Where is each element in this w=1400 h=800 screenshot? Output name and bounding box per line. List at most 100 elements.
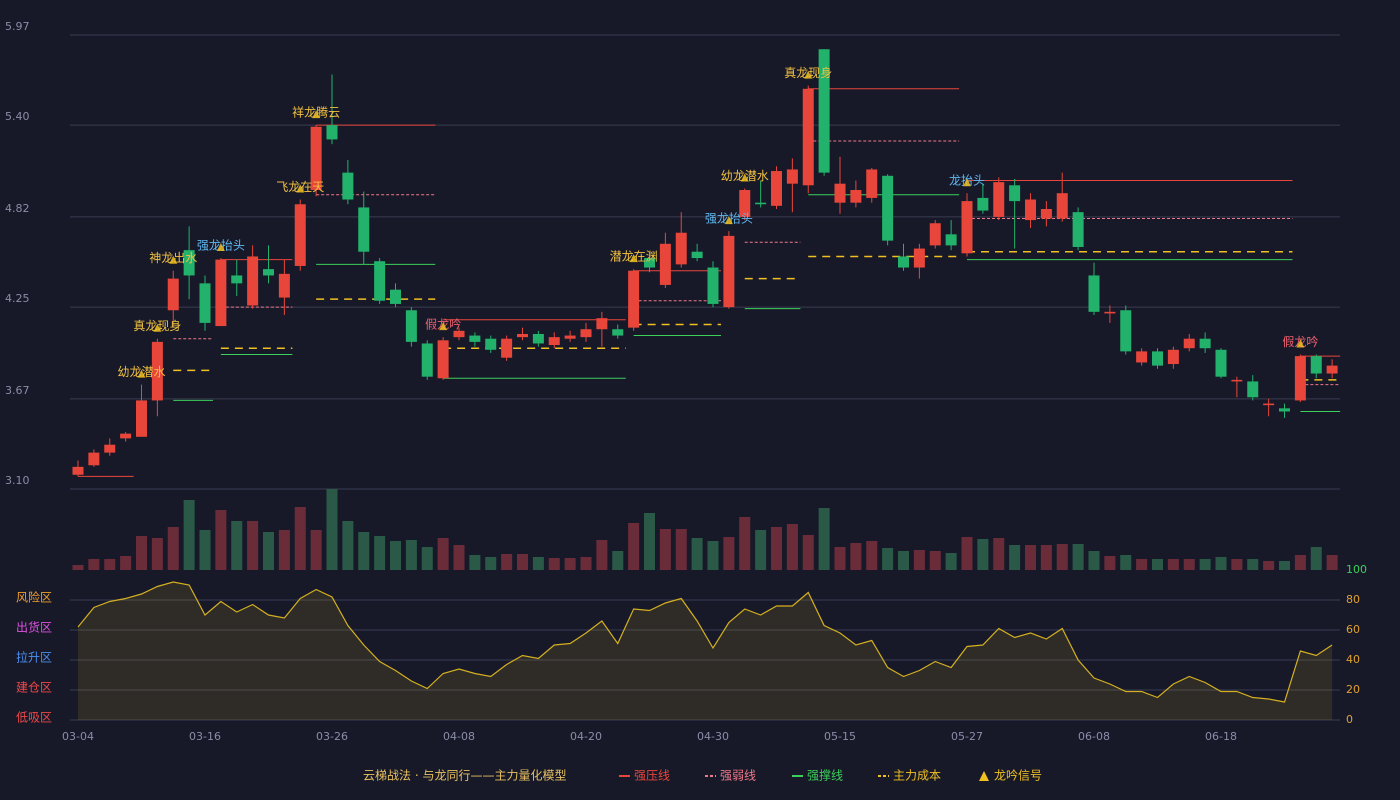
y-tick-label: 4.25: [5, 292, 30, 305]
legend-label: 主力成本: [893, 769, 941, 783]
volume-bar: [88, 559, 100, 570]
x-tick-label: 06-18: [1205, 730, 1237, 743]
volume-bar: [437, 538, 449, 570]
signal-marker: [804, 70, 813, 79]
candle-body: [771, 171, 782, 206]
zone-label: 低吸区: [16, 711, 52, 725]
y2-tick-label: 40: [1346, 653, 1360, 666]
candle-body: [1072, 212, 1084, 247]
candle-body: [977, 197, 989, 211]
x-tick-label: 05-15: [824, 730, 856, 743]
volume-bar: [1040, 545, 1052, 570]
candle-body: [929, 223, 941, 246]
y-tick-label: 4.82: [5, 202, 30, 215]
volume-bar: [850, 543, 862, 570]
candle-body: [342, 172, 354, 200]
signal-marker: [1296, 339, 1305, 348]
volume-bar: [961, 537, 973, 570]
volume-bar: [358, 532, 370, 570]
candle-body: [247, 256, 259, 306]
volume-bar: [564, 558, 576, 570]
y2-tick-label: 80: [1346, 593, 1360, 606]
y-tick-label: 5.97: [5, 20, 30, 33]
candle-body: [628, 270, 640, 328]
volume-bar: [739, 517, 751, 570]
volume-bar: [104, 559, 116, 570]
candle-body: [453, 330, 465, 338]
candle-body: [390, 289, 401, 304]
volume-bar: [215, 510, 227, 570]
candle-body: [1009, 185, 1021, 202]
x-tick-label: 04-08: [443, 730, 475, 743]
volume-bar: [659, 529, 671, 570]
signal-marker: [629, 254, 638, 263]
y-tick-label: 3.67: [5, 384, 30, 397]
volume-bar: [1088, 551, 1100, 570]
volume-bar: [136, 536, 147, 570]
volume-bar: [707, 541, 719, 570]
signal-marker: [137, 369, 146, 378]
volume-bar: [834, 547, 846, 570]
signal-marker: [216, 243, 225, 252]
volume-bar: [675, 529, 687, 570]
candle-body: [1247, 381, 1259, 398]
volume-bar: [405, 540, 417, 570]
y2-tick-label: 60: [1346, 623, 1360, 636]
volume-bar: [993, 538, 1005, 570]
volume-bar: [231, 521, 243, 570]
volume-bar: [882, 548, 894, 570]
candle-body: [199, 283, 211, 323]
candle-body: [326, 125, 338, 140]
volume-bar: [913, 550, 925, 570]
volume-bar: [818, 508, 830, 570]
candle-body: [802, 88, 814, 186]
candle-body: [1310, 356, 1322, 374]
volume-bar: [1263, 561, 1275, 570]
candle-body: [898, 256, 909, 268]
indicator-area: [78, 582, 1333, 720]
signal-marker: [740, 173, 749, 182]
volume-bar: [1247, 559, 1259, 570]
candle-body: [1025, 199, 1036, 221]
x-tick-label: 05-27: [951, 730, 983, 743]
signal-marker: [724, 216, 733, 225]
volume-bar: [421, 547, 433, 570]
volume-bar: [691, 538, 703, 570]
candle-body: [882, 175, 894, 241]
candle-body: [1183, 338, 1195, 349]
volume-bar: [580, 557, 592, 570]
y-tick-label: 5.40: [5, 110, 30, 123]
candle-body: [136, 400, 147, 437]
volume-bar: [390, 541, 401, 570]
volume-bar: [183, 500, 195, 570]
volume-bar: [1199, 559, 1211, 570]
legend-label: 强压线: [634, 769, 670, 783]
zone-label: 风险区: [16, 590, 52, 605]
candle-body: [1326, 365, 1338, 374]
candle-body: [1294, 356, 1306, 401]
volume-bar: [1136, 559, 1148, 570]
candle-body: [1152, 351, 1163, 366]
candle-body: [691, 251, 703, 259]
legend-label: 龙吟信号: [994, 768, 1042, 783]
signal-marker: [169, 255, 178, 264]
candle-body: [167, 278, 179, 311]
volume-bar: [517, 554, 528, 570]
volume-bar: [167, 527, 179, 570]
y2-tick-label: 0: [1346, 713, 1353, 726]
volume-bar: [1183, 559, 1195, 570]
volume-bar: [1009, 545, 1021, 570]
candle-body: [1056, 193, 1068, 219]
candle-body: [215, 259, 227, 327]
candle-body: [866, 169, 878, 198]
volume-bar: [1025, 545, 1036, 570]
candle-body: [501, 338, 513, 358]
x-tick-label: 03-04: [62, 730, 94, 743]
volume-bar: [310, 530, 322, 570]
volume-bar: [120, 556, 132, 570]
volume-bar: [374, 536, 386, 570]
candle-body: [72, 466, 84, 475]
candle-body: [659, 243, 671, 285]
candle-body: [405, 310, 417, 342]
